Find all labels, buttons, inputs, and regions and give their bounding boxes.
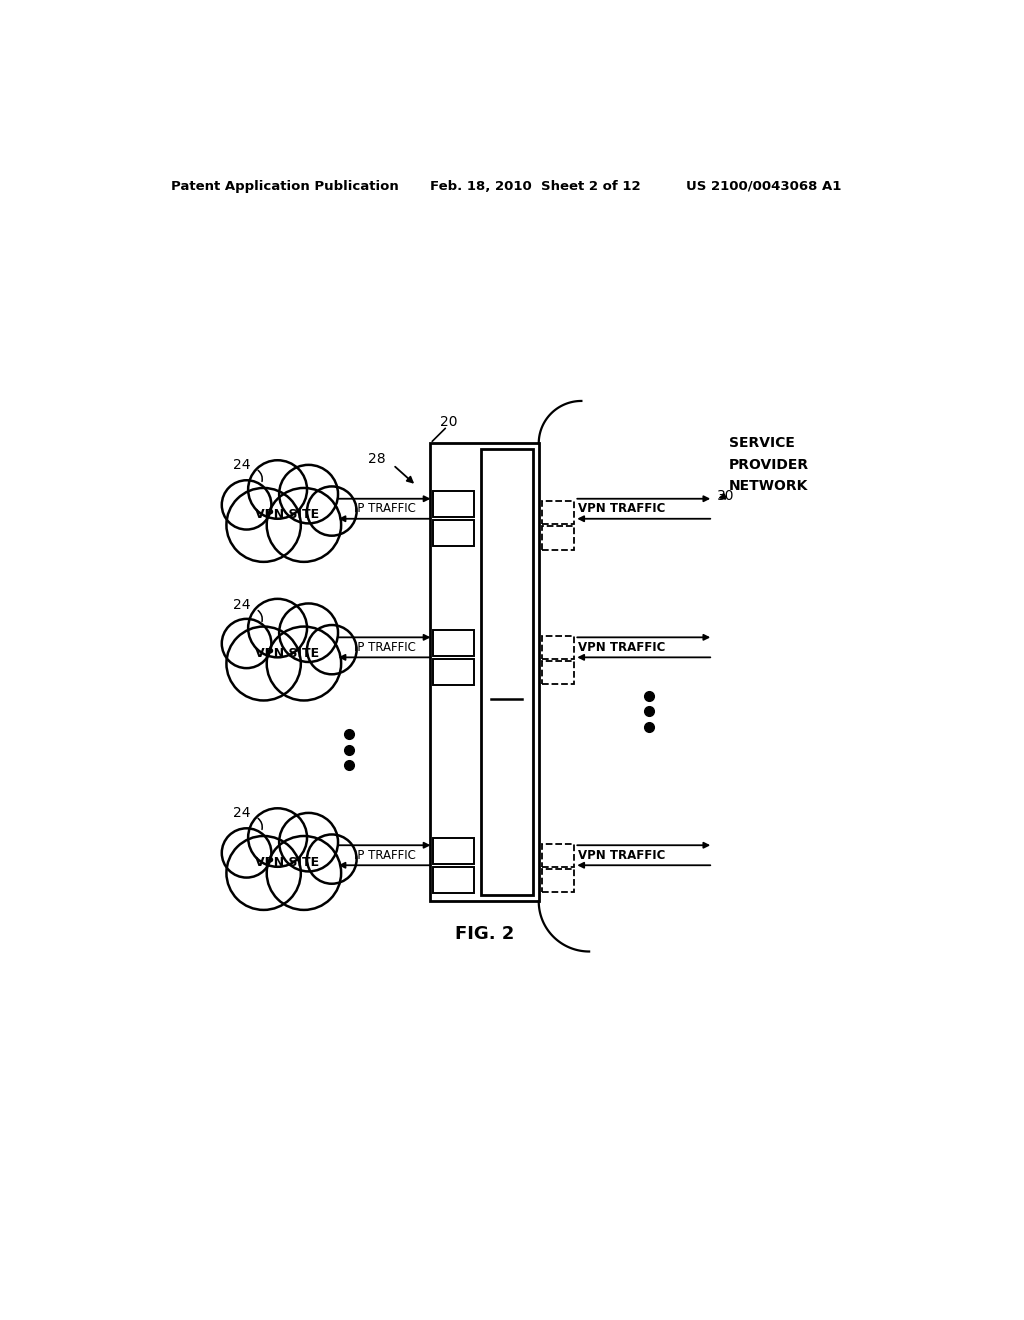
Text: 29: 29 xyxy=(550,640,567,653)
Text: 27: 27 xyxy=(444,527,462,540)
Text: IP TRAFFIC: IP TRAFFIC xyxy=(353,849,416,862)
Circle shape xyxy=(266,627,341,701)
Circle shape xyxy=(226,627,301,701)
Text: 24: 24 xyxy=(232,458,250,471)
Text: FW: FW xyxy=(493,656,520,671)
Text: ROUTER: ROUTER xyxy=(453,453,516,466)
Text: 24: 24 xyxy=(232,807,250,820)
Bar xyxy=(433,659,474,685)
Text: US 2100/0043068 A1: US 2100/0043068 A1 xyxy=(686,180,842,193)
Circle shape xyxy=(222,480,271,529)
Bar xyxy=(542,869,574,892)
Circle shape xyxy=(280,813,338,871)
Bar xyxy=(542,636,574,659)
Bar xyxy=(433,491,474,517)
Circle shape xyxy=(226,488,301,562)
Bar xyxy=(480,450,532,895)
Circle shape xyxy=(248,461,307,519)
Text: 27: 27 xyxy=(444,843,462,857)
Text: 29: 29 xyxy=(550,506,567,519)
Bar xyxy=(542,843,574,867)
Circle shape xyxy=(222,829,271,878)
Bar xyxy=(542,502,574,524)
Text: 29: 29 xyxy=(550,874,567,887)
Bar xyxy=(433,867,474,894)
Text: 29: 29 xyxy=(550,667,567,680)
Text: VPN TRAFFIC: VPN TRAFFIC xyxy=(579,502,666,515)
Circle shape xyxy=(222,619,271,668)
Circle shape xyxy=(266,836,341,909)
Bar xyxy=(542,661,574,684)
Circle shape xyxy=(307,834,356,884)
Bar xyxy=(430,444,539,902)
Circle shape xyxy=(266,488,341,562)
Text: VPN TRAFFIC: VPN TRAFFIC xyxy=(579,849,666,862)
Text: FIG. 2: FIG. 2 xyxy=(455,924,514,942)
Bar xyxy=(542,527,574,549)
Text: 20: 20 xyxy=(439,414,457,429)
Text: Feb. 18, 2010  Sheet 2 of 12: Feb. 18, 2010 Sheet 2 of 12 xyxy=(430,180,641,193)
Circle shape xyxy=(248,808,307,867)
Text: VPN SITE: VPN SITE xyxy=(255,857,318,870)
Text: IP TRAFFIC: IP TRAFFIC xyxy=(353,640,416,653)
Bar xyxy=(433,838,474,863)
Text: 27: 27 xyxy=(444,636,462,649)
Bar xyxy=(433,520,474,546)
Text: 27: 27 xyxy=(444,874,462,887)
Text: 22: 22 xyxy=(496,678,517,694)
Text: 27: 27 xyxy=(444,665,462,678)
Text: PROVIDER: PROVIDER xyxy=(729,458,809,471)
Text: VPN SITE: VPN SITE xyxy=(255,508,318,521)
Text: SERVICE: SERVICE xyxy=(729,437,795,450)
Bar xyxy=(433,630,474,656)
Circle shape xyxy=(280,603,338,663)
Text: Patent Application Publication: Patent Application Publication xyxy=(171,180,398,193)
Text: NETWORK: NETWORK xyxy=(729,479,808,494)
Text: 30: 30 xyxy=(717,488,734,503)
Text: IP TRAFFIC: IP TRAFFIC xyxy=(353,502,416,515)
Circle shape xyxy=(248,599,307,657)
Circle shape xyxy=(280,465,338,524)
Circle shape xyxy=(226,836,301,909)
Text: VPN TRAFFIC: VPN TRAFFIC xyxy=(579,640,666,653)
Text: VPN SITE: VPN SITE xyxy=(255,647,318,660)
Text: 24: 24 xyxy=(232,598,250,612)
Circle shape xyxy=(307,626,356,675)
Text: 29: 29 xyxy=(550,849,567,862)
Text: 29: 29 xyxy=(550,532,567,545)
Text: 28: 28 xyxy=(369,451,386,466)
Text: 27: 27 xyxy=(444,498,462,511)
Circle shape xyxy=(307,487,356,536)
